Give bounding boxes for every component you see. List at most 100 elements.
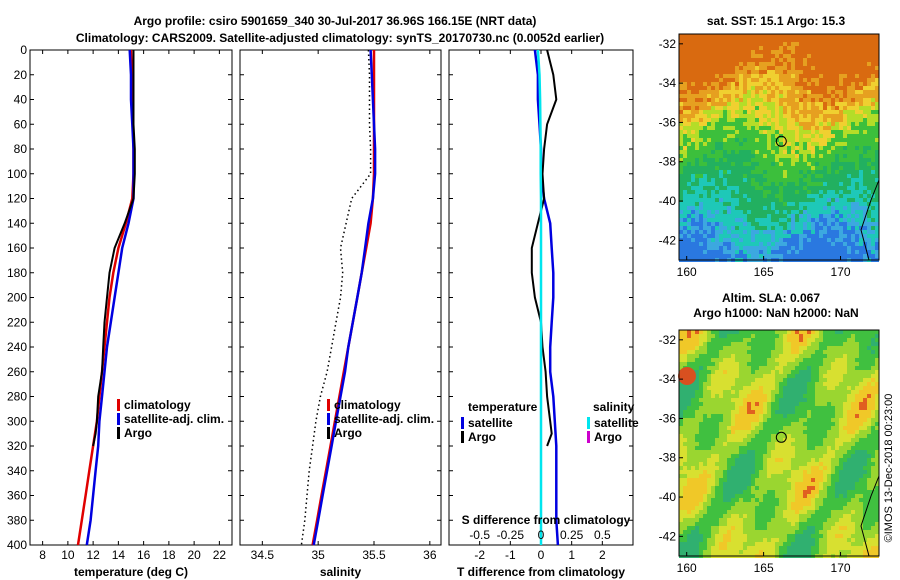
y-tick-label: 280	[7, 390, 27, 404]
map-pixel	[791, 378, 795, 382]
map-pixel	[823, 390, 827, 394]
map-pixel	[711, 346, 715, 350]
map-pixel	[823, 66, 827, 70]
map-pixel	[859, 250, 863, 254]
map-pixel	[731, 354, 735, 358]
map-pixel	[783, 110, 787, 114]
map-pixel	[775, 238, 779, 242]
map-pixel	[839, 362, 843, 366]
map-pixel	[695, 342, 699, 346]
map-pixel	[771, 462, 775, 466]
map-pixel	[863, 66, 867, 70]
map-pixel	[859, 82, 863, 86]
map-pixel	[695, 70, 699, 74]
map-pixel	[711, 474, 715, 478]
map-pixel	[807, 414, 811, 418]
map-pixel	[795, 466, 799, 470]
map-pixel	[779, 370, 783, 374]
map-pixel	[851, 454, 855, 458]
map-pixel	[719, 82, 723, 86]
map-pixel	[783, 470, 787, 474]
map-pixel	[711, 462, 715, 466]
map-pixel	[871, 102, 875, 106]
map-pixel	[739, 134, 743, 138]
y-tick-label: 160	[7, 241, 27, 255]
y-tick-label: 100	[7, 167, 27, 181]
map-pixel	[771, 66, 775, 70]
map-pixel	[735, 378, 739, 382]
map-pixel	[743, 202, 747, 206]
map-pixel	[763, 114, 767, 118]
map-pixel	[787, 398, 791, 402]
map-pixel	[775, 166, 779, 170]
map-pixel	[835, 202, 839, 206]
map-pixel	[823, 462, 827, 466]
map-pixel	[727, 406, 731, 410]
map-pixel	[759, 362, 763, 366]
map-pixel	[711, 450, 715, 454]
map-pixel	[775, 134, 779, 138]
map-pixel	[811, 190, 815, 194]
map-pixel	[735, 374, 739, 378]
map-pixel	[755, 358, 759, 362]
map-pixel	[791, 458, 795, 462]
map-pixel	[699, 458, 703, 462]
map-pixel	[719, 202, 723, 206]
map-pixel	[679, 170, 683, 174]
map-pixel	[831, 330, 835, 334]
map-pixel	[779, 190, 783, 194]
map-pixel	[743, 230, 747, 234]
map-pixel	[791, 166, 795, 170]
map-pixel	[771, 54, 775, 58]
map-pixel	[827, 374, 831, 378]
map-pixel	[827, 398, 831, 402]
map-pixel	[875, 90, 879, 94]
map-pixel	[831, 138, 835, 142]
map-pixel	[787, 354, 791, 358]
map-pixel	[735, 118, 739, 122]
map-pixel	[691, 394, 695, 398]
map-pixel	[803, 362, 807, 366]
map-pixel	[731, 198, 735, 202]
map-pixel	[727, 250, 731, 254]
map-pixel	[819, 422, 823, 426]
map-pixel	[743, 126, 747, 130]
map-pixel	[719, 62, 723, 66]
map-pixel	[859, 178, 863, 182]
map-pixel	[755, 254, 759, 258]
map-pixel	[747, 62, 751, 66]
map-pixel	[839, 418, 843, 422]
map-pixel	[803, 386, 807, 390]
map-pixel	[731, 214, 735, 218]
map-pixel	[767, 246, 771, 250]
y-tick-label: -38	[659, 155, 677, 169]
map-pixel	[763, 206, 767, 210]
map-pixel	[827, 74, 831, 78]
map-pixel	[851, 246, 855, 250]
map-pixel	[775, 254, 779, 258]
map-pixel	[859, 70, 863, 74]
map-pixel	[855, 470, 859, 474]
y-tick-label: 180	[7, 266, 27, 280]
map-pixel	[867, 350, 871, 354]
map-pixel	[795, 378, 799, 382]
map-pixel	[859, 338, 863, 342]
map-pixel	[711, 390, 715, 394]
map-pixel	[715, 222, 719, 226]
map-pixel	[707, 250, 711, 254]
map-pixel	[691, 186, 695, 190]
map-pixel	[763, 230, 767, 234]
map-pixel	[815, 210, 819, 214]
map-pixel	[839, 134, 843, 138]
map-pixel	[823, 174, 827, 178]
map-pixel	[807, 402, 811, 406]
map-pixel	[743, 66, 747, 70]
map-pixel	[783, 386, 787, 390]
map-pixel	[759, 238, 763, 242]
map-pixel	[871, 114, 875, 118]
map-pixel	[695, 142, 699, 146]
map-pixel	[695, 334, 699, 338]
map-pixel	[875, 42, 879, 46]
map-pixel	[715, 74, 719, 78]
map-pixel	[759, 162, 763, 166]
